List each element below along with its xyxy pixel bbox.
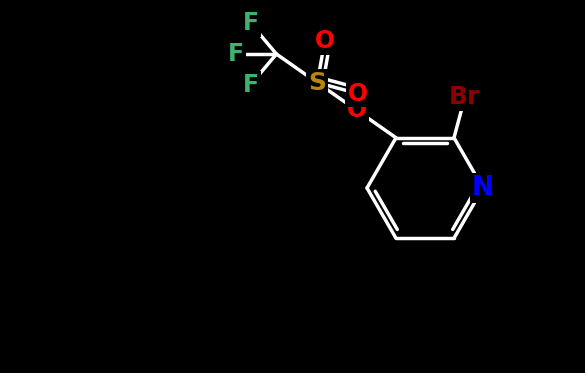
Text: O: O xyxy=(315,29,335,53)
Text: Br: Br xyxy=(449,85,480,109)
Text: F: F xyxy=(243,73,259,97)
Text: S: S xyxy=(308,71,326,95)
Text: F: F xyxy=(243,12,259,35)
Text: N: N xyxy=(472,175,494,201)
Text: F: F xyxy=(228,42,245,66)
Text: O: O xyxy=(348,82,368,106)
Text: O: O xyxy=(347,98,367,122)
